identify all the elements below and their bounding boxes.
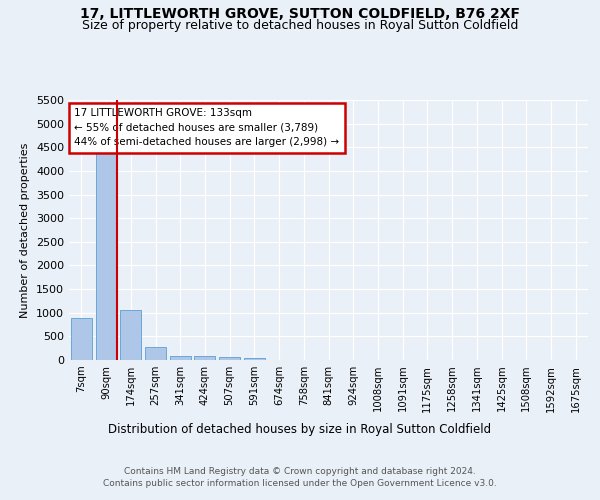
Bar xyxy=(194,356,215,360)
Bar xyxy=(170,356,191,360)
Bar xyxy=(120,310,141,360)
Text: Distribution of detached houses by size in Royal Sutton Coldfield: Distribution of detached houses by size … xyxy=(109,422,491,436)
Bar xyxy=(95,144,116,360)
Bar xyxy=(219,358,240,360)
Text: Contains public sector information licensed under the Open Government Licence v3: Contains public sector information licen… xyxy=(103,479,497,488)
Text: 17 LITTLEWORTH GROVE: 133sqm
← 55% of detached houses are smaller (3,789)
44% of: 17 LITTLEWORTH GROVE: 133sqm ← 55% of de… xyxy=(74,108,340,148)
Text: Size of property relative to detached houses in Royal Sutton Coldfield: Size of property relative to detached ho… xyxy=(82,19,518,32)
Text: 17, LITTLEWORTH GROVE, SUTTON COLDFIELD, B76 2XF: 17, LITTLEWORTH GROVE, SUTTON COLDFIELD,… xyxy=(80,8,520,22)
Bar xyxy=(145,347,166,360)
Y-axis label: Number of detached properties: Number of detached properties xyxy=(20,142,31,318)
Text: Contains HM Land Registry data © Crown copyright and database right 2024.: Contains HM Land Registry data © Crown c… xyxy=(124,468,476,476)
Bar xyxy=(244,358,265,360)
Bar xyxy=(71,318,92,360)
